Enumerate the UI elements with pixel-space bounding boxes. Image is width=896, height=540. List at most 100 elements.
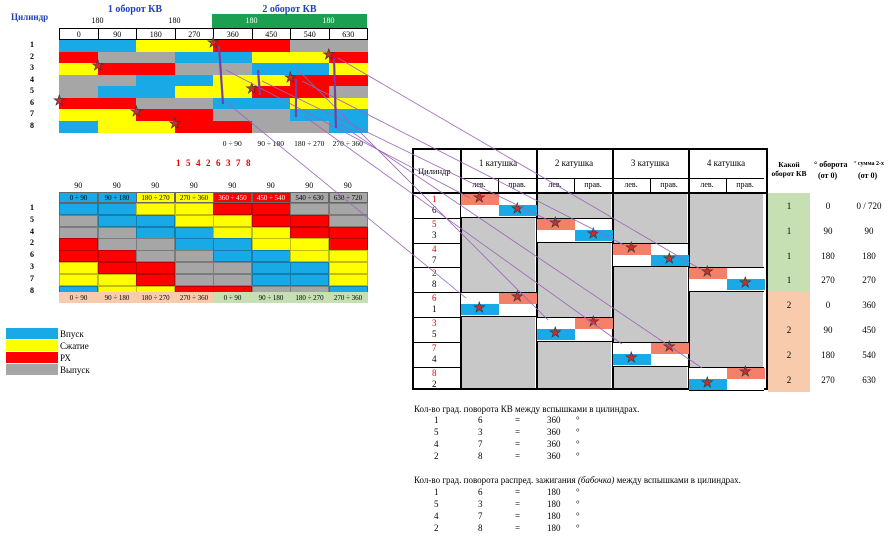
which-rev-cell <box>768 193 810 219</box>
turn-sub: (от 0) <box>818 171 838 180</box>
phase-cell-power <box>97 63 137 75</box>
cylinder-label: 5 <box>30 86 34 95</box>
spark-star-icon: ★ <box>168 116 182 132</box>
mid-col-value: 90 <box>266 181 275 190</box>
coil-fire-cell <box>651 342 689 354</box>
phase-cell-exhaust <box>59 74 99 87</box>
note2-cell: ° <box>576 511 580 521</box>
note2-cell: ° <box>576 499 580 509</box>
which-rev-value: 1 <box>786 225 792 236</box>
note1-cell: 4 <box>434 439 439 449</box>
coil-intake-cell <box>499 205 537 216</box>
phase-cell-power <box>174 120 214 133</box>
phase-cell-exhaust <box>97 74 137 87</box>
phase-cell-compression <box>328 63 368 75</box>
note2-cell: 2 <box>434 523 439 533</box>
note2-cell: 180 <box>547 487 561 497</box>
which-rev-value: 2 <box>786 325 792 335</box>
bottom-range: 90 ÷ 180 <box>257 139 285 148</box>
note1-cell: = <box>515 451 521 461</box>
phase-cell-intake <box>97 40 137 52</box>
spark-star-icon: ★ <box>739 364 752 380</box>
which-rev-cell <box>768 242 810 268</box>
cylinder-label: 1 <box>30 40 34 49</box>
bottom-range: 0 ÷ 90 <box>222 139 242 148</box>
coil-header: 1 катушка <box>478 158 518 168</box>
spark-star-icon: ★ <box>284 70 297 86</box>
phase-cell-intake <box>174 51 214 64</box>
coil-header-line <box>412 192 768 194</box>
turn-value: 0 <box>825 300 831 311</box>
mid-cylinder-label: 3 <box>30 262 34 271</box>
note1-cell: 6 <box>478 415 483 425</box>
which-rev-value: 2 <box>786 349 792 360</box>
which-rev-value: 1 <box>786 250 792 261</box>
coil-row-line <box>412 242 460 244</box>
coil-fire-cell <box>689 268 727 280</box>
coil-left-label: лев. <box>472 180 486 189</box>
phase-cell-exhaust <box>59 86 99 98</box>
phase-cell-power <box>290 74 330 87</box>
note1-cell: 360 <box>547 427 561 437</box>
note1-cell: ° <box>576 427 580 437</box>
mid-phase-cell-exhaust <box>328 214 368 228</box>
phase-cell-intake <box>59 120 99 133</box>
firing-order-digit: 4 <box>196 158 201 168</box>
note-distributor: Кол-во град. поворота распред. зажигания… <box>414 475 741 485</box>
connector-line <box>339 123 703 369</box>
phase-cell-compression <box>174 40 214 52</box>
coil-header: 2 катушка <box>554 158 594 168</box>
note2-cell: ° <box>576 487 580 497</box>
spark-star-icon: ★ <box>511 290 524 306</box>
legend-label: РХ <box>60 353 71 363</box>
mid-col-value: 90 <box>112 181 121 190</box>
spark-star-icon: ★ <box>511 202 524 217</box>
spark-star-icon: ★ <box>91 59 105 74</box>
coil-cyl-pair: 2 <box>432 378 437 389</box>
timing-arrow <box>256 69 262 96</box>
turn-value: 90 <box>823 225 833 236</box>
phase-cell-exhaust <box>251 109 291 121</box>
coil-subline <box>498 178 499 192</box>
phase-cell-exhaust <box>213 63 253 75</box>
phase-cell-compression <box>213 74 253 87</box>
mid-cylinder-label: 5 <box>30 214 34 224</box>
coil-cyl-fire: 5 <box>432 218 437 229</box>
note1-cell: = <box>515 439 521 449</box>
coil-cyl-pair: 8 <box>432 279 437 290</box>
spark-star-icon: ★ <box>53 93 66 109</box>
spark-star-icon: ★ <box>207 36 220 51</box>
coil-intake-cell <box>461 304 499 316</box>
phase-cell-power <box>59 51 99 64</box>
coil-cyl-pair: 4 <box>432 353 437 364</box>
phase-cell-exhaust <box>290 120 330 133</box>
half-rev-value: 180 <box>168 16 181 25</box>
turn-value: 0 <box>825 201 831 211</box>
phase-cell-compression <box>136 40 176 52</box>
phase-cell-power <box>290 86 330 98</box>
firing-order-digit: 2 <box>206 158 211 168</box>
turn-value: 270 <box>821 275 835 286</box>
phase-cell-exhaust <box>174 63 214 75</box>
coil-fire-cell <box>727 367 765 379</box>
note2-cell: ° <box>576 523 580 533</box>
phase-cell-compression <box>136 120 176 133</box>
legend-swatch-intake <box>6 328 58 339</box>
coil-cyl-fire: 3 <box>432 318 437 328</box>
mid-cylinder-label: 1 <box>30 203 34 212</box>
phase-cell-exhaust <box>328 40 368 52</box>
spark-star-icon: ★ <box>625 350 638 366</box>
spark-star-icon: ★ <box>739 276 752 292</box>
coil-grey-area <box>462 194 535 388</box>
mid-cylinder-label: 6 <box>30 250 34 260</box>
which-rev-cell <box>768 317 810 343</box>
note1-cell: 5 <box>434 427 439 437</box>
cylinder-label: 4 <box>30 74 34 84</box>
note1-cell: 3 <box>478 427 483 437</box>
mid-phase-cell-power <box>328 226 368 239</box>
spark-star-icon: ★ <box>322 47 336 63</box>
coil-intake-cell <box>613 353 651 365</box>
coil-row-line <box>412 366 460 368</box>
phase-cell-power <box>328 51 368 64</box>
phase-cell-compression <box>59 63 99 75</box>
